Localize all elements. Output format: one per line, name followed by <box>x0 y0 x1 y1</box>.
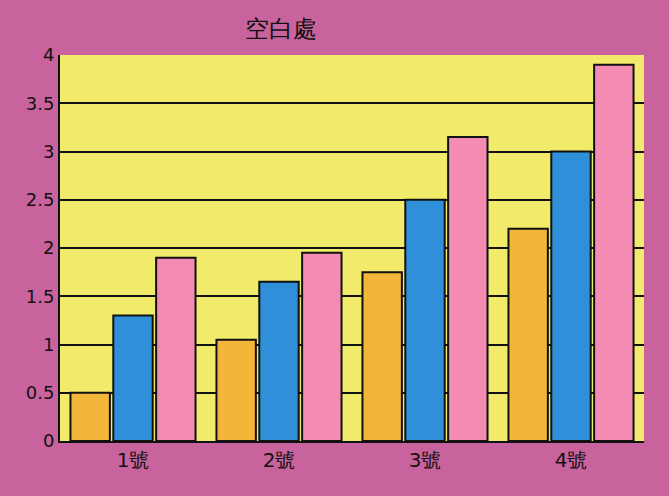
svg-text:1.5: 1.5 <box>26 286 55 307</box>
svg-text:3.5: 3.5 <box>26 93 55 114</box>
svg-text:3號: 3號 <box>409 448 442 472</box>
svg-text:0: 0 <box>43 430 54 451</box>
svg-text:2.5: 2.5 <box>26 189 55 210</box>
svg-text:1: 1 <box>43 334 54 355</box>
svg-text:2號: 2號 <box>263 448 296 472</box>
svg-text:2: 2 <box>43 237 54 258</box>
svg-text:3: 3 <box>43 141 54 162</box>
svg-text:4: 4 <box>43 44 54 65</box>
svg-text:1號: 1號 <box>117 448 150 472</box>
svg-text:空白處: 空白處 <box>245 15 317 43</box>
svg-text:0.5: 0.5 <box>26 382 55 403</box>
svg-text:4號: 4號 <box>555 448 588 472</box>
